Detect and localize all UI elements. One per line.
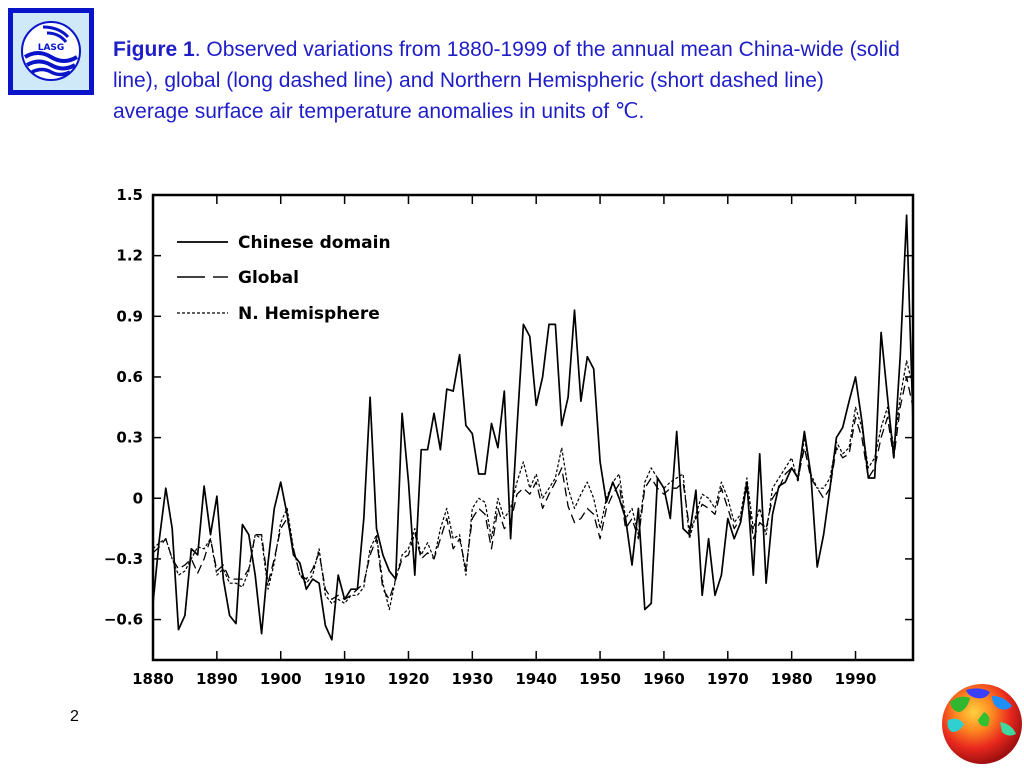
legend-label: Global [238,268,299,288]
lasg-emblem-icon: LASG [21,21,81,81]
x-tick-label: 1910 [324,670,366,688]
figure-caption-text: . Observed variations from 1880-1999 of … [113,38,900,123]
y-tick-label: 0.3 [116,429,143,447]
lasg-logo: LASG [8,8,94,95]
x-tick-label: 1950 [579,670,621,688]
x-tick-label: 1880 [132,670,174,688]
y-tick-label: 0 [133,489,143,507]
plot-frame [151,193,915,662]
x-tick-label: 1960 [643,670,685,688]
x-tick-label: 1990 [835,670,877,688]
x-axis: 1880 1890 1900 1910 1920 1930 1940 1950 1960 1970… [132,195,876,688]
slide-number: 2 [70,708,79,725]
x-tick-label: 1980 [771,670,813,688]
y-tick-label: −0.3 [104,550,143,568]
figure-label: Figure 1 [113,38,195,61]
y-tick-label: 1.5 [116,186,143,204]
legend-label: N. Hemisphere [238,304,380,324]
y-tick-label: 0.6 [116,368,143,386]
series-lines [152,214,914,641]
series-line-global [152,376,914,600]
y-tick-label: −0.6 [104,611,143,629]
x-tick-label: 1900 [260,670,302,688]
temperature-anomaly-chart: 1.5 1.2 0.9 0.6 0.3 0 −0.3 −0.6 1880 1890 1900 191… [104,186,915,688]
x-tick-label: 1890 [196,670,238,688]
figure-caption: Figure 1. Observed variations from 1880-… [113,34,903,127]
x-tick-label: 1970 [707,670,749,688]
x-tick-label: 1940 [515,670,557,688]
series-line-chinese-domain [152,214,914,641]
logo-text: LASG [38,43,65,53]
y-axis: 1.5 1.2 0.9 0.6 0.3 0 −0.3 −0.6 [104,186,913,629]
legend-label: Chinese domain [238,233,391,253]
y-tick-label: 0.9 [116,307,143,325]
y-tick-label: 1.2 [116,247,143,265]
x-tick-label: 1930 [451,670,493,688]
series-line-n-hemisphere [152,360,914,611]
x-tick-label: 1920 [388,670,430,688]
earth-globe-icon [942,684,1022,764]
legend: Chinese domain Global N. Hemisphere [177,233,391,324]
